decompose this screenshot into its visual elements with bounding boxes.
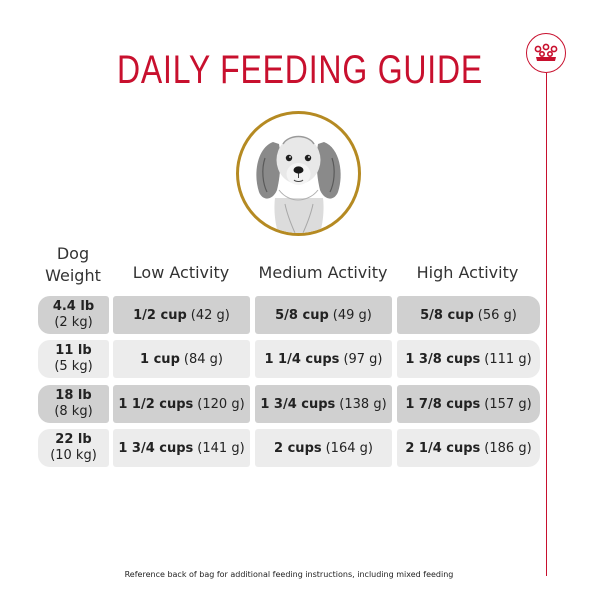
footnote: Reference back of bag for additional fee… [124, 570, 454, 579]
portion-cups: 1 1/4 cups [264, 351, 340, 367]
portion-grams: (49 g) [332, 307, 372, 323]
portion-grams: (97 g) [343, 351, 383, 367]
weight-cell: 18 lb (8 kg) [38, 385, 109, 423]
weight-lb: 18 lb [55, 388, 92, 403]
low-activity-cell: 1 1/2 cups (120 g) [113, 385, 250, 423]
portion-grams: (84 g) [183, 351, 223, 367]
weight-kg: (5 kg) [54, 359, 93, 374]
crown-icon [534, 43, 558, 61]
low-activity-cell: 1 3/4 cups (141 g) [113, 429, 250, 467]
portion-cups: 1 3/8 cups [405, 351, 481, 367]
weight-kg: (2 kg) [54, 315, 93, 330]
portion-grams: (141 g) [197, 440, 245, 456]
brand-rail [526, 0, 568, 576]
weight-lb: 4.4 lb [52, 299, 95, 314]
portion-cups: 1 3/4 cups [260, 396, 336, 412]
portion-cups: 5/8 cup [420, 307, 474, 323]
low-activity-cell: 1/2 cup (42 g) [113, 296, 250, 334]
table-row: 18 lb (8 kg) 1 1/2 cups (120 g) 1 3/4 cu… [38, 385, 540, 423]
weight-cell: 11 lb (5 kg) [38, 340, 109, 378]
portion-grams: (120 g) [197, 396, 245, 412]
dog-portrait [236, 111, 361, 236]
portion-grams: (164 g) [325, 440, 373, 456]
medium-activity-cell: 2 cups (164 g) [255, 429, 392, 467]
portion-cups: 1 3/4 cups [118, 440, 194, 456]
weight-kg: (8 kg) [54, 404, 93, 419]
weight-lb: 11 lb [55, 343, 92, 358]
weight-cell: 4.4 lb (2 kg) [38, 296, 109, 334]
weight-lb: 22 lb [55, 432, 92, 447]
portion-grams: (56 g) [477, 307, 517, 323]
weight-kg: (10 kg) [50, 448, 97, 463]
high-activity-cell: 2 1/4 cups (186 g) [397, 429, 540, 467]
weight-cell: 22 lb (10 kg) [38, 429, 109, 467]
medium-activity-cell: 1 3/4 cups (138 g) [255, 385, 392, 423]
portion-cups: 1 7/8 cups [405, 396, 481, 412]
portion-grams: (157 g) [484, 396, 532, 412]
brand-divider-line [546, 73, 547, 576]
portion-cups: 1 1/2 cups [118, 396, 194, 412]
high-activity-cell: 1 7/8 cups (157 g) [397, 385, 540, 423]
medium-activity-cell: 5/8 cup (49 g) [255, 296, 392, 334]
brand-logo [526, 33, 566, 73]
page-title: DAILY FEEDING GUIDE [116, 48, 484, 92]
portion-grams: (138 g) [339, 396, 387, 412]
column-header-medium-activity: Medium Activity [258, 263, 388, 282]
portion-cups: 2 1/4 cups [405, 440, 481, 456]
portion-cups: 1 cup [140, 351, 180, 367]
column-header-high-activity: High Activity [416, 263, 519, 282]
table-row: 22 lb (10 kg) 1 3/4 cups (141 g) 2 cups … [38, 429, 540, 467]
portion-cups: 1/2 cup [133, 307, 187, 323]
portion-cups: 5/8 cup [275, 307, 329, 323]
medium-activity-cell: 1 1/4 cups (97 g) [255, 340, 392, 378]
table-row: 11 lb (5 kg) 1 cup (84 g) 1 1/4 cups (97… [38, 340, 540, 378]
portion-grams: (186 g) [484, 440, 532, 456]
high-activity-cell: 5/8 cup (56 g) [397, 296, 540, 334]
column-header-low-activity: Low Activity [132, 263, 230, 282]
high-activity-cell: 1 3/8 cups (111 g) [397, 340, 540, 378]
portion-cups: 2 cups [274, 440, 322, 456]
low-activity-cell: 1 cup (84 g) [113, 340, 250, 378]
table-row: 4.4 lb (2 kg) 1/2 cup (42 g) 5/8 cup (49… [38, 296, 540, 334]
portion-grams: (42 g) [190, 307, 230, 323]
portion-grams: (111 g) [484, 351, 532, 367]
column-header-dog-weight: Dog Weight [45, 244, 101, 285]
dachshund-illustration [256, 135, 341, 233]
